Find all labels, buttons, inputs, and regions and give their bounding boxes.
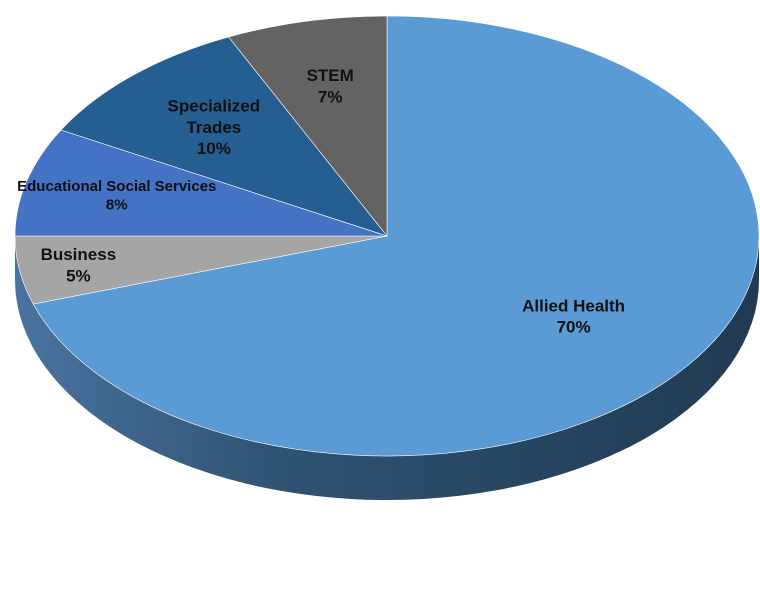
slice-category-label: STEM (307, 66, 354, 85)
pie-slice-stem (228, 15, 388, 237)
slice-label-business: Business 5% (41, 245, 117, 285)
slice-label-educational-social-services: Educational Social Services 8% (17, 178, 216, 214)
slice-category-label: Allied Health (522, 296, 625, 315)
pie-slice-specialized-trades (60, 36, 388, 237)
slice-label-allied-health: Allied Health 70% (522, 296, 625, 336)
slice-percent-label: 8% (106, 197, 128, 214)
slice-percent-label: 70% (557, 318, 591, 337)
pie-slice-educational-social-services (14, 129, 388, 237)
slice-category-label: Specialized (168, 97, 261, 116)
slice-percent-label: 7% (318, 87, 343, 106)
slice-category-label: Trades (186, 118, 241, 137)
pie-side (15, 236, 759, 500)
pie-slice-allied-health (32, 15, 760, 457)
slice-category-label: Business (41, 245, 117, 264)
slice-category-label: Educational Social Services (17, 178, 216, 195)
slice-label-stem: STEM 7% (307, 66, 354, 106)
slice-label-specialized-trades: Specialized Trades 10% (168, 97, 261, 158)
slice-percent-label: 10% (197, 139, 231, 158)
pie-slices (14, 15, 760, 457)
pie-side-wall (15, 236, 759, 500)
slice-labels: Allied Health 70% Business 5% Educational So… (17, 66, 625, 337)
slice-percent-label: 5% (66, 266, 91, 285)
